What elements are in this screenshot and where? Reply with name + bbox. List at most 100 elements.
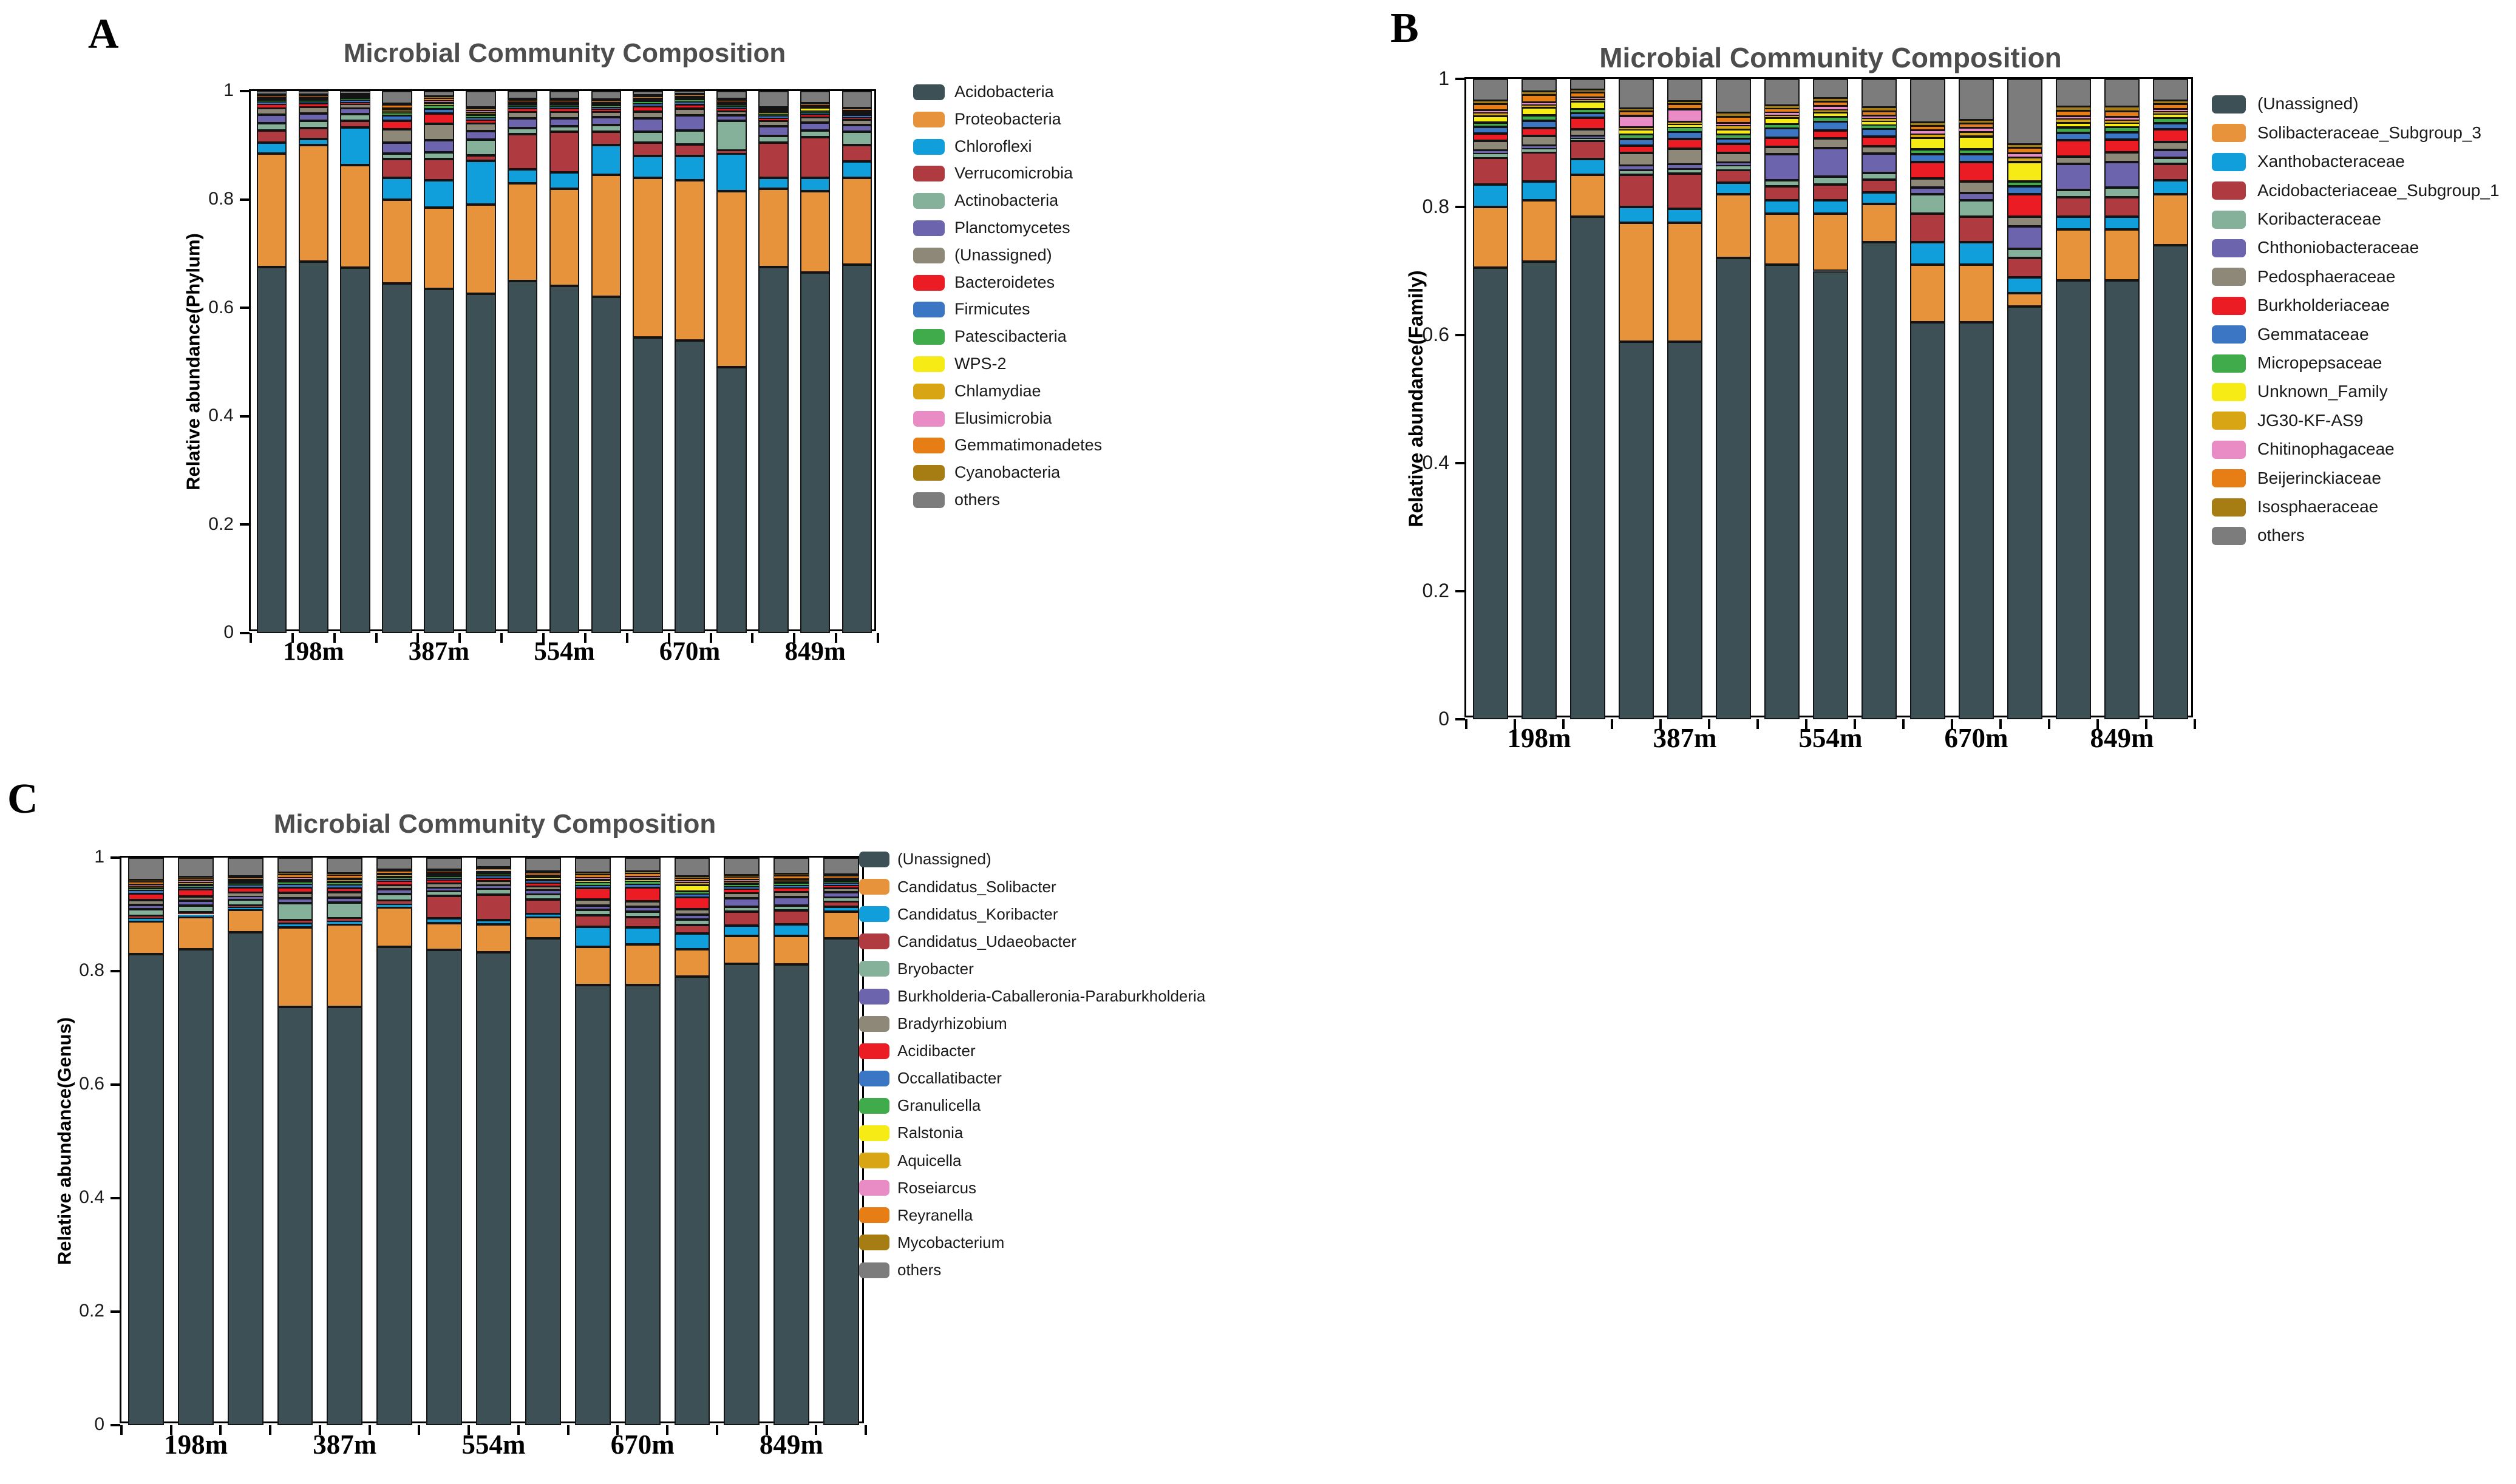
y-axis-tick	[110, 1083, 120, 1086]
bar-segment	[424, 140, 454, 152]
bar-segment	[1619, 116, 1654, 128]
y-tick-label: 1	[1438, 67, 1449, 90]
x-axis-tick	[2145, 719, 2147, 729]
legend-swatch	[913, 356, 945, 372]
bar-segment	[1861, 107, 1897, 111]
bar-segment	[575, 877, 611, 879]
bar-segment	[1861, 118, 1897, 121]
bar-segment	[2007, 181, 2042, 187]
bar-segment	[376, 893, 412, 901]
y-tick-label: 0	[1438, 708, 1449, 730]
bar-segment	[298, 106, 329, 114]
bar-segment	[1716, 134, 1751, 139]
bar-segment	[2056, 197, 2091, 217]
y-axis-tick	[110, 1197, 120, 1199]
x-group-label: 198m	[164, 1429, 228, 1460]
legend-swatch	[859, 1207, 889, 1224]
x-axis-tick	[517, 1425, 520, 1435]
bar-segment	[2104, 132, 2140, 140]
bar-segment	[1619, 110, 1654, 117]
bar-segment	[382, 105, 412, 108]
y-tick-label: 0.2	[1422, 580, 1449, 602]
bar-segment	[549, 126, 580, 132]
bar-segment	[340, 165, 370, 268]
bar-segment	[675, 96, 705, 98]
bar-segment	[841, 145, 872, 162]
bar-segment	[525, 879, 562, 881]
bar-segment	[327, 881, 363, 883]
bar-segment	[256, 142, 287, 154]
bar-segment	[1959, 322, 1994, 719]
bar-segment	[2153, 114, 2188, 118]
bar-segment	[800, 106, 831, 107]
bar-segment	[475, 868, 512, 871]
bar-segment	[340, 95, 370, 97]
bar-segment	[2007, 216, 2042, 226]
bar-segment	[128, 880, 165, 883]
bar-segment	[716, 100, 747, 102]
bar-segment	[525, 886, 562, 891]
x-axis-tick	[1659, 719, 1662, 729]
bar-segment	[724, 926, 760, 937]
legend-label: others	[954, 490, 1001, 509]
bar-segment	[340, 121, 370, 127]
bar-segment	[1570, 97, 1605, 100]
bar-segment	[376, 889, 412, 894]
bar-segment	[507, 99, 538, 101]
bar-segment	[277, 858, 313, 873]
bar-segment	[1473, 157, 1508, 185]
bar-segment	[178, 884, 214, 886]
bar-segment	[1861, 154, 1897, 174]
bar-segment	[758, 118, 789, 121]
bar-segment	[256, 153, 287, 268]
bar-segment	[277, 892, 313, 899]
bar-segment	[1716, 194, 1751, 259]
bar-segment	[2153, 123, 2188, 130]
bar-segment	[674, 925, 710, 934]
bar-segment	[1764, 106, 1800, 109]
bar-segment	[1959, 149, 1994, 155]
y-axis-tick	[240, 523, 250, 526]
bar-segment	[1473, 185, 1508, 207]
bar-segment	[475, 872, 512, 873]
bar-segment	[1959, 79, 1994, 120]
x-axis-tick	[1756, 719, 1759, 729]
bar-segment	[128, 904, 165, 910]
bar-segment	[1764, 112, 1800, 116]
bar-segment	[724, 879, 760, 882]
bar-segment	[424, 288, 454, 633]
bar-segment	[1813, 177, 1848, 185]
bar-segment	[382, 107, 412, 110]
legend-label: JG30-KF-AS9	[2257, 410, 2364, 430]
bar-segment	[1910, 188, 1945, 194]
bar-segment	[1910, 264, 1945, 322]
bar-segment	[465, 139, 496, 156]
bar-segment	[128, 900, 165, 905]
x-axis-tick	[2194, 719, 2196, 729]
legend-label: Bradyrhizobium	[897, 1014, 1007, 1033]
bar-segment	[674, 949, 710, 977]
bar-segment	[841, 125, 872, 132]
x-axis-tick	[1465, 719, 1467, 729]
bar-segment	[674, 977, 710, 1425]
bar-segment	[1521, 105, 1557, 108]
bar-segment	[277, 875, 313, 878]
bar-segment	[800, 107, 831, 112]
bar-segment	[327, 884, 363, 888]
bar-segment	[1667, 121, 1702, 124]
bar-segment	[549, 106, 580, 109]
bar-segment	[1813, 101, 1848, 107]
bar-segment	[2056, 216, 2091, 229]
bar-segment	[426, 950, 462, 1425]
legend-label: Acidobacteria	[954, 82, 1054, 101]
bar-segment	[525, 890, 562, 894]
bar-segment	[758, 121, 789, 127]
bar-segment	[424, 180, 454, 208]
bar-segment	[1813, 138, 1848, 148]
bar-segment	[2104, 280, 2140, 719]
x-axis-tick	[1854, 719, 1856, 729]
x-axis-tick	[318, 1425, 321, 1435]
bar-segment	[2056, 189, 2091, 198]
bar-segment	[227, 876, 264, 878]
